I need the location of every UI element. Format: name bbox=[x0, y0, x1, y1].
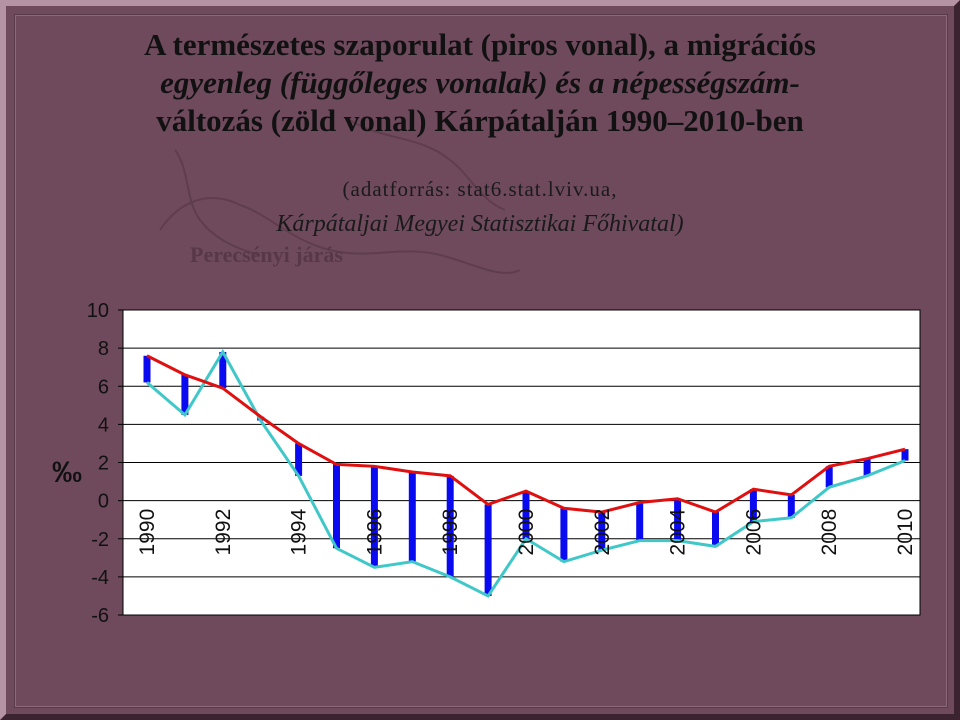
x-tick-label: 2004 bbox=[667, 508, 690, 555]
x-tick-label: 2002 bbox=[591, 509, 614, 556]
slide-inner-border bbox=[14, 14, 948, 708]
y-tick-label: 6 bbox=[98, 376, 109, 398]
x-tick-label: 2010 bbox=[894, 509, 917, 556]
y-tick-label: -4 bbox=[91, 567, 109, 589]
series-line bbox=[146, 348, 906, 598]
y-tick-label: 10 bbox=[87, 300, 109, 322]
background-map-label: Perecsényi járás bbox=[190, 242, 343, 267]
chart-title: A természetes szaporulat (piros vonal), … bbox=[60, 26, 900, 140]
x-tick-label: 2008 bbox=[818, 509, 841, 556]
y-tick-label: -6 bbox=[91, 605, 109, 627]
x-tick-label: 1994 bbox=[288, 508, 311, 555]
source-line-2: Kárpátaljai Megyei Statisztikai Főhivata… bbox=[276, 211, 684, 237]
chart-area: 10 8 6 4 2 0 -2 -4 -6 1990 1992 1994 1996 1998 2000 200… bbox=[87, 300, 921, 627]
y-tick-label: -2 bbox=[91, 529, 109, 551]
x-tick-label: 2000 bbox=[515, 509, 538, 556]
source-line-1: (adatforrás: stat6.stat.lviv.ua, bbox=[342, 177, 618, 201]
x-tick-label: 1996 bbox=[363, 509, 386, 556]
y-tick-label: 2 bbox=[98, 453, 109, 475]
x-tick-label: 2006 bbox=[742, 509, 765, 556]
x-tick-label: 1990 bbox=[136, 509, 159, 556]
x-tick-label: 1998 bbox=[439, 509, 462, 556]
title-line-1: A természetes szaporulat (piros vonal), … bbox=[144, 27, 816, 62]
y-axis-label: ‰ bbox=[52, 456, 82, 489]
y-tick-label: 0 bbox=[98, 491, 109, 513]
title-line-3: változás (zöld vonal) Kárpátalján 1990–2… bbox=[156, 103, 804, 138]
x-tick-label: 1992 bbox=[212, 509, 235, 556]
y-tick-label: 8 bbox=[98, 338, 109, 360]
y-tick-label: 4 bbox=[98, 414, 109, 436]
series-line bbox=[146, 354, 906, 514]
title-line-2: egyenleg (függőleges vonalak) és a népes… bbox=[160, 65, 800, 100]
